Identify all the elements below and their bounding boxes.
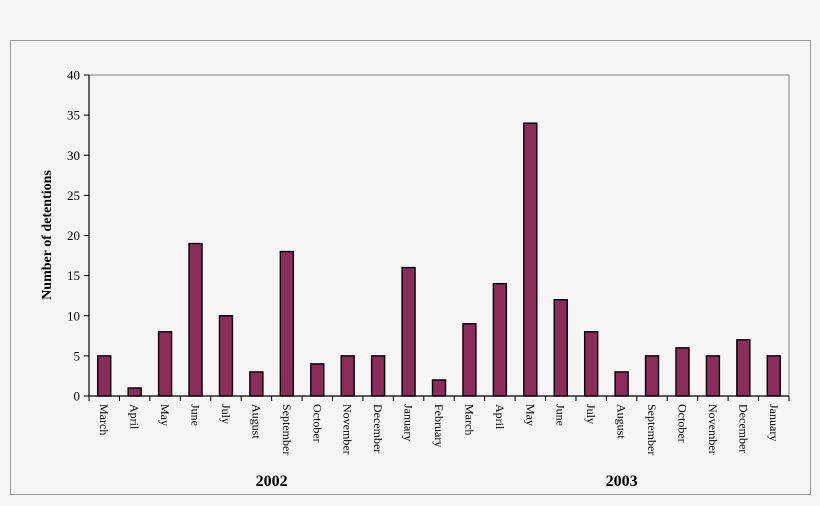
bar-20 [675, 347, 690, 397]
x-tick-label: July [584, 404, 598, 424]
x-tick-label: May [158, 404, 172, 426]
bar-8 [310, 363, 325, 397]
year-label: 2003 [606, 473, 638, 490]
x-tick-label: October [675, 404, 689, 443]
y-tick-label: 40 [67, 68, 80, 83]
bar-3 [157, 331, 173, 397]
bar-13 [462, 323, 477, 397]
x-tick-label: June [554, 404, 568, 426]
y-axis-title: Number of detentions [40, 170, 55, 300]
bar-18 [614, 371, 629, 397]
bar-5 [218, 315, 234, 397]
bar-10 [370, 355, 386, 397]
bar-22 [736, 339, 751, 397]
bar-16 [553, 299, 568, 397]
y-tick-label: 0 [74, 389, 81, 404]
bar-11 [401, 266, 416, 397]
year-label: 2002 [256, 473, 288, 490]
x-tick-label: June [189, 404, 203, 426]
x-tick-label: December [371, 404, 385, 453]
x-tick-label: February [432, 404, 446, 447]
bar-9 [340, 355, 355, 397]
y-tick-label: 30 [67, 148, 80, 163]
bar-15 [523, 122, 538, 397]
bar-12 [431, 379, 447, 397]
y-tick-label: 25 [67, 188, 80, 203]
x-tick-label: August [615, 404, 629, 439]
bar-14 [492, 282, 508, 397]
y-axis-label: Number of detentions [40, 170, 55, 300]
bar-21 [705, 355, 721, 397]
bar-4 [188, 242, 203, 397]
y-tick-label: 10 [67, 308, 80, 323]
bar-23 [766, 355, 781, 397]
y-tick-label: 20 [67, 228, 80, 243]
bar-7 [279, 250, 295, 397]
x-tick-label: January [767, 404, 781, 441]
bar-1 [97, 355, 112, 397]
bar-19 [644, 355, 660, 397]
bar-17 [583, 331, 599, 397]
x-tick-label: April [128, 404, 142, 430]
bar-2 [127, 387, 142, 397]
x-tick-label: September [645, 404, 659, 455]
x-tick-label: August [249, 404, 263, 439]
x-tick-label: May [523, 404, 537, 426]
x-tick-label: September [280, 404, 294, 455]
plot-area: 0 5 10 15 20 25 30 35 40 March April May June July Aug… [67, 68, 790, 490]
x-tick-label: December [736, 404, 750, 453]
x-tick-label: November [706, 404, 720, 455]
y-tick-label: 15 [67, 268, 80, 283]
x-tick-label: March [97, 404, 111, 435]
y-tick-label: 35 [67, 108, 80, 123]
x-tick-label: April [493, 404, 507, 430]
y-tick-label: 5 [74, 348, 81, 363]
x-tick-label: January [402, 404, 416, 441]
x-tick-label: October [310, 404, 324, 443]
x-tick-label: March [462, 404, 476, 435]
x-tick-label: July [219, 404, 233, 424]
bar-6 [249, 371, 264, 397]
x-tick-label: November [341, 404, 355, 455]
